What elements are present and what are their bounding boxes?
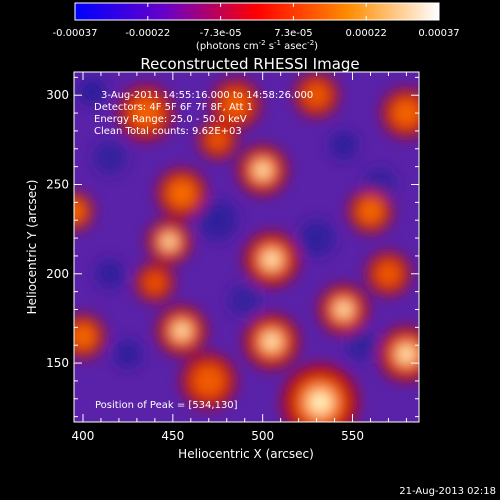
hot-spot	[192, 364, 225, 398]
hot-spot	[221, 89, 251, 119]
annotation-line: 3-Aug-2011 14:55:16.000 to 14:58:26.000	[101, 90, 313, 101]
hot-spot	[143, 271, 167, 295]
colorbar-tick-label: 7.3e-05	[274, 28, 312, 39]
hot-spot-core	[398, 346, 415, 363]
y-tick-label: 250	[46, 178, 69, 192]
x-axis-label: Heliocentric X (arcsec)	[178, 447, 314, 461]
y-tick-label: 200	[46, 267, 69, 281]
cold-spot	[114, 340, 142, 368]
cold-spot	[298, 220, 335, 256]
x-tick-label: 400	[72, 429, 95, 443]
cold-spot	[96, 259, 124, 288]
hot-spot	[129, 96, 163, 130]
cold-spot	[228, 284, 261, 317]
annotation-line: Detectors: 4F 5F 6F 7F 8F, Att 1	[94, 102, 253, 113]
hot-spot-core	[255, 162, 270, 178]
hot-spot-core	[263, 333, 280, 350]
x-axis: 400 450 500 550	[72, 72, 407, 443]
annotation-block: 3-Aug-2011 14:55:16.000 to 14:58:26.000D…	[94, 90, 313, 137]
x-tick-label: 500	[251, 429, 274, 443]
colorbar-tick-label: 0.00037	[418, 28, 459, 39]
hot-spot	[167, 178, 197, 208]
cold-spot	[197, 200, 238, 240]
hot-spot-core	[336, 302, 351, 317]
y-tick-label: 300	[46, 88, 69, 102]
chart-title: Reconstructed RHESSI Image	[140, 55, 359, 73]
peak-position-label: Position of Peak = [534,130]	[95, 400, 238, 411]
colorbar-unit-label: (photons cm-2 s-1 asec-2)	[196, 39, 318, 52]
hot-spot-core	[162, 235, 176, 249]
y-axis: 150 200 250 300	[46, 76, 419, 418]
colorbar-ticks: -0.00037 -0.00022 -7.3e-05 7.3e-05 0.00022 0.…	[53, 3, 460, 39]
x-tick-label: 450	[161, 429, 184, 443]
footer-timestamp: 21-Aug-2013 02:18	[399, 486, 496, 497]
colorbar-tick-label: -0.00037	[53, 28, 98, 39]
colorbar-tick-label: 0.00022	[346, 28, 387, 39]
y-tick-label: 150	[46, 356, 69, 370]
cold-spot	[94, 141, 126, 174]
hot-spot	[206, 128, 230, 152]
hot-spot	[391, 98, 419, 128]
hot-spot	[303, 82, 330, 109]
cold-spot	[329, 131, 358, 160]
hot-spot	[74, 199, 86, 223]
cold-spot	[78, 77, 106, 106]
hot-spot-core	[263, 251, 280, 268]
hot-spot	[74, 323, 96, 350]
colorbar-tick-label: -0.00022	[125, 28, 170, 39]
hot-spot-core	[308, 391, 332, 414]
colorbar	[74, 2, 440, 21]
y-axis-label: Heliocentric Y (arcsec)	[25, 180, 39, 315]
hot-spot	[375, 260, 402, 287]
heatmap-image	[74, 72, 419, 422]
plot-frame	[73, 71, 420, 423]
colorbar-tick-label: -7.3e-05	[200, 28, 242, 39]
x-tick-label: 550	[341, 429, 364, 443]
hot-spot-core	[174, 323, 190, 339]
hot-spot	[357, 198, 384, 225]
annotation-line: Clean Total counts: 9.62E+03	[94, 126, 242, 137]
annotation-line: Energy Range: 25.0 - 50.0 keV	[94, 114, 247, 125]
cold-spot	[345, 329, 378, 362]
